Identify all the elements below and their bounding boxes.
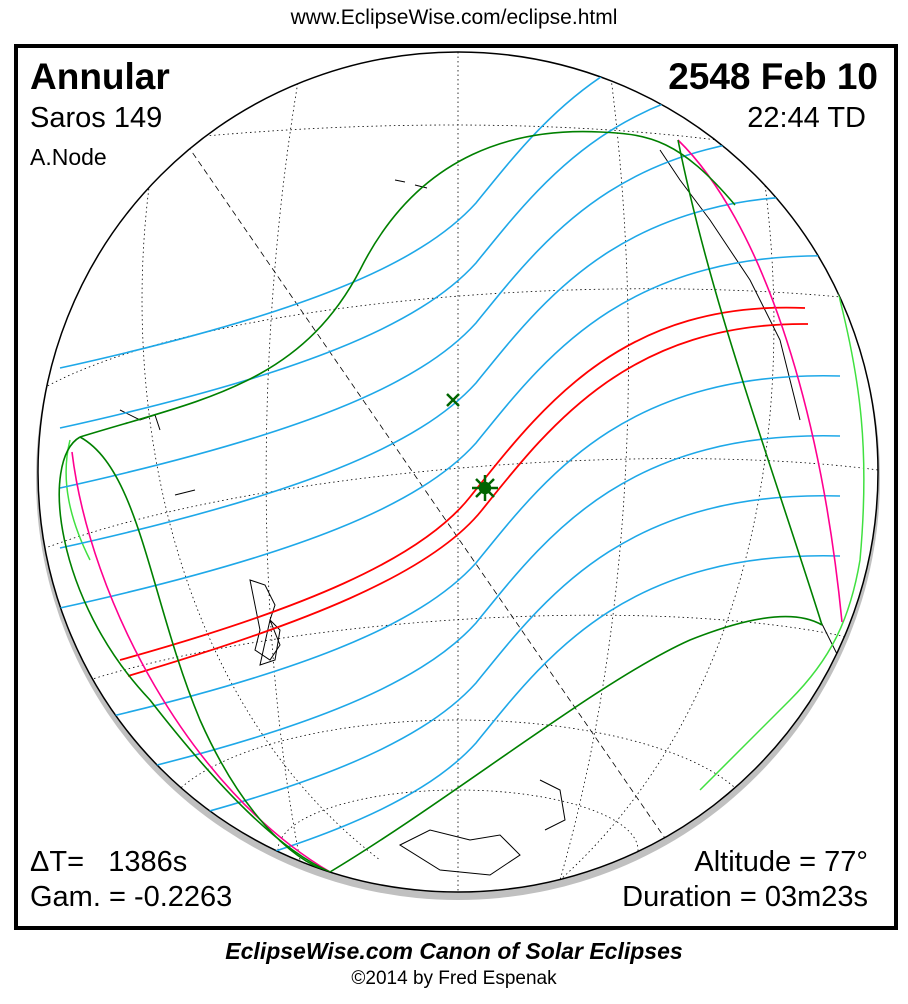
penumbral-limits bbox=[58, 130, 823, 873]
node: A.Node bbox=[30, 144, 107, 170]
central-path-south-limit bbox=[127, 323, 809, 677]
central-path bbox=[119, 306, 809, 677]
saros-number: Saros 149 bbox=[30, 102, 163, 134]
greatest-eclipse-star-icon bbox=[472, 475, 498, 501]
copyright: ©2014 by Fred Espenak bbox=[351, 968, 557, 989]
eclipse-type: Annular bbox=[30, 56, 170, 97]
delta-t: ΔT= 1386s bbox=[30, 846, 188, 878]
partial-eclipse-line bbox=[59, 495, 841, 849]
central-path-north-limit bbox=[119, 306, 806, 661]
gamma: Gam. = -0.2263 bbox=[30, 881, 233, 913]
partial-eclipse-line bbox=[59, 375, 841, 729]
eclipse-date: 2548 Feb 10 bbox=[668, 56, 878, 97]
partial-eclipse-line bbox=[59, 435, 841, 789]
map-frame bbox=[14, 44, 898, 930]
partial-eclipse-line bbox=[59, 52, 841, 369]
duration: Duration = 03m23s bbox=[622, 881, 868, 913]
partial-eclipse-line bbox=[59, 255, 841, 609]
partial-eclipse-line bbox=[59, 195, 841, 549]
footer-title: EclipseWise.com Canon of Solar Eclipses bbox=[225, 938, 683, 964]
altitude: Altitude = 77° bbox=[694, 846, 868, 878]
greatest-eclipse-x-icon bbox=[446, 393, 460, 407]
eclipse-time: 22:44 TD bbox=[747, 102, 866, 134]
url-header: www.EclipseWise.com/eclipse.html bbox=[290, 6, 618, 29]
partial-eclipse-line bbox=[59, 135, 841, 489]
